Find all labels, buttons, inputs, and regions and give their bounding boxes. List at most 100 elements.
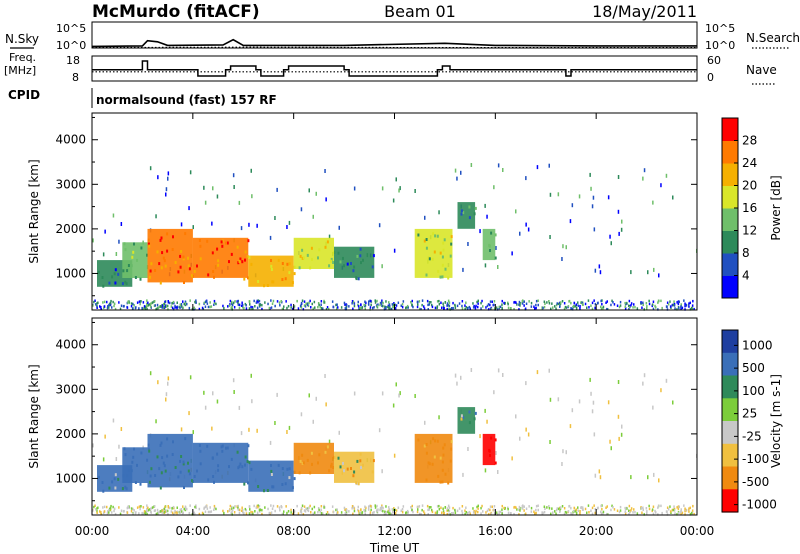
velocity-sparse-echo bbox=[276, 392, 278, 397]
velocity-ground-scatter bbox=[601, 507, 603, 511]
velocity-ground-scatter bbox=[377, 508, 379, 511]
power-ground-scatter bbox=[630, 304, 632, 307]
velocity-ground-scatter bbox=[184, 508, 187, 512]
power-ground-scatter bbox=[278, 301, 281, 304]
power-ground-scatter bbox=[318, 303, 320, 307]
velocity-sparse-echo bbox=[467, 447, 469, 451]
power-colorbar-cell bbox=[722, 230, 738, 254]
velocity-ground-scatter bbox=[248, 505, 251, 508]
power-ground-scatter bbox=[182, 306, 184, 310]
velocity-ground-scatter bbox=[335, 508, 337, 512]
velocity-ground-scatter bbox=[163, 510, 166, 514]
velocity-echo-speckle bbox=[196, 469, 198, 473]
power-ground-scatter bbox=[501, 299, 503, 303]
velocity-ground-scatter bbox=[138, 505, 141, 508]
velocity-ground-scatter bbox=[344, 508, 346, 511]
velocity-ground-scatter bbox=[245, 509, 247, 512]
power-echo-speckle bbox=[246, 255, 249, 258]
power-sparse-echo bbox=[618, 231, 620, 236]
velocity-echo-speckle bbox=[225, 446, 227, 450]
velocity-ground-scatter bbox=[394, 508, 396, 512]
power-sparse-echo bbox=[167, 171, 170, 176]
power-echo-speckle bbox=[339, 260, 342, 264]
power-sparse-echo bbox=[438, 210, 440, 215]
velocity-ground-scatter bbox=[477, 504, 479, 508]
power-echo-speckle bbox=[343, 264, 345, 268]
velocity-ground-scatter bbox=[357, 505, 359, 509]
velocity-sparse-echo bbox=[274, 421, 276, 425]
power-ground-scatter bbox=[313, 300, 316, 304]
velocity-ground-scatter bbox=[154, 509, 156, 512]
velocity-ground-scatter bbox=[573, 506, 575, 510]
velocity-sparse-echo bbox=[112, 418, 115, 423]
velocity-echo-speckle bbox=[124, 453, 127, 457]
velocity-ground-scatter bbox=[436, 505, 439, 508]
velocity-ground-scatter bbox=[673, 505, 675, 508]
velocity-echo-speckle bbox=[206, 444, 209, 448]
power-echo-speckle bbox=[298, 266, 301, 270]
power-ground-scatter bbox=[336, 307, 338, 310]
power-colorbar-tick-label: 12 bbox=[742, 224, 757, 238]
power-echo-speckle bbox=[442, 241, 445, 245]
power-echo-speckle bbox=[230, 252, 233, 256]
velocity-echo-speckle bbox=[317, 461, 319, 465]
velocity-echo-speckle bbox=[184, 437, 187, 441]
velocity-ground-scatter bbox=[387, 510, 389, 514]
power-ground-scatter bbox=[156, 303, 159, 307]
velocity-ground-scatter bbox=[518, 513, 520, 516]
power-ground-scatter bbox=[320, 306, 323, 310]
power-ground-scatter bbox=[476, 300, 478, 304]
velocity-echo-speckle bbox=[132, 455, 135, 459]
velocity-ground-scatter bbox=[489, 508, 491, 512]
velocity-ground-scatter bbox=[452, 506, 454, 510]
power-ground-scatter bbox=[367, 302, 370, 305]
power-ground-scatter bbox=[442, 305, 445, 308]
velocity-ground-scatter bbox=[372, 511, 374, 515]
velocity-ground-scatter bbox=[96, 510, 98, 513]
velocity-ground-scatter bbox=[680, 508, 682, 511]
power-echo-speckle bbox=[239, 257, 242, 261]
velocity-echo-speckle bbox=[441, 480, 444, 484]
velocity-colorbar-cell bbox=[722, 352, 738, 377]
velocity-ground-scatter bbox=[636, 512, 639, 515]
velocity-ground-scatter bbox=[440, 506, 442, 509]
power-ground-scatter bbox=[161, 304, 164, 307]
power-ground-scatter bbox=[410, 301, 412, 304]
velocity-echo-speckle bbox=[371, 470, 374, 474]
power-ground-scatter bbox=[499, 305, 502, 309]
velocity-ground-scatter bbox=[184, 505, 187, 508]
velocity-ground-scatter bbox=[102, 506, 104, 509]
velocity-ground-scatter bbox=[340, 511, 343, 514]
velocity-echo-speckle bbox=[281, 483, 284, 486]
power-sparse-echo bbox=[157, 175, 159, 180]
power-ground-scatter bbox=[346, 304, 348, 307]
velocity-ground-scatter bbox=[573, 510, 575, 513]
velocity-ground-scatter bbox=[673, 507, 676, 511]
power-ground-scatter bbox=[256, 306, 259, 310]
velocity-ground-scatter bbox=[691, 512, 694, 515]
power-echo-region-3 bbox=[147, 228, 193, 283]
velocity-ground-scatter bbox=[676, 506, 678, 509]
velocity-ground-scatter bbox=[671, 508, 674, 512]
power-echo-speckle bbox=[213, 275, 215, 279]
velocity-echo-speckle bbox=[238, 464, 241, 468]
power-ground-scatter bbox=[428, 301, 431, 304]
power-sparse-echo bbox=[456, 176, 458, 181]
velocity-ground-scatter bbox=[332, 510, 335, 514]
velocity-ground-scatter bbox=[161, 509, 164, 512]
power-ground-scatter bbox=[231, 308, 233, 311]
power-echo-speckle bbox=[494, 256, 497, 260]
power-sparse-echo bbox=[527, 227, 530, 232]
power-ground-scatter bbox=[561, 300, 564, 303]
power-ground-scatter bbox=[666, 301, 669, 304]
velocity-echo-speckle bbox=[326, 445, 329, 449]
velocity-sparse-echo bbox=[562, 449, 564, 454]
power-sparse-echo bbox=[672, 195, 674, 200]
velocity-ground-scatter bbox=[507, 506, 509, 510]
velocity-sparse-echo bbox=[658, 478, 660, 483]
power-ground-scatter bbox=[654, 304, 656, 308]
velocity-sparse-echo bbox=[240, 431, 243, 436]
power-ground-scatter bbox=[563, 302, 566, 305]
power-ground-scatter bbox=[250, 305, 252, 309]
power-echo-speckle bbox=[441, 255, 444, 259]
